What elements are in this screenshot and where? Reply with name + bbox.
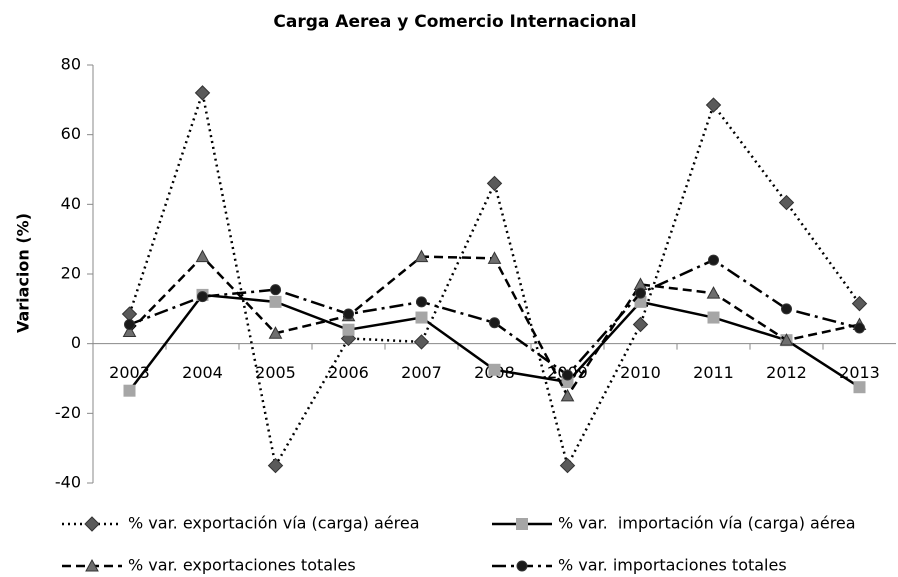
data-point	[486, 175, 503, 192]
chart-title: Carga Aerea y Comercio Internacional	[273, 12, 636, 32]
data-point	[705, 97, 722, 113]
legend-marker	[84, 516, 100, 532]
legend-marker	[516, 560, 528, 572]
data-point	[343, 308, 354, 320]
data-point	[197, 291, 208, 303]
y-tick-label: 80	[61, 55, 81, 74]
legend-label: % var. importaciones totales	[558, 556, 787, 575]
data-point	[851, 295, 868, 312]
data-point	[562, 369, 573, 381]
y-tick-label: -40	[55, 473, 81, 492]
y-tick-label: 60	[61, 124, 81, 143]
data-point	[854, 322, 865, 334]
data-point	[707, 311, 720, 324]
data-point	[415, 311, 428, 324]
data-point	[778, 194, 795, 211]
data-point	[853, 381, 866, 394]
y-tick-label: 40	[61, 194, 81, 213]
data-point	[122, 324, 137, 337]
data-point	[267, 457, 284, 474]
x-tick-label: 2007	[401, 363, 442, 382]
x-tick-label: 2005	[255, 363, 296, 382]
data-point	[706, 286, 721, 299]
x-tick-label: 2012	[766, 363, 807, 382]
legend-label: % var. importación vía (carga) aérea	[558, 514, 856, 533]
series-line	[128, 87, 861, 470]
data-point	[632, 316, 649, 333]
data-point	[489, 317, 500, 329]
data-point	[124, 319, 135, 331]
legend-marker	[516, 518, 528, 530]
data-point	[413, 334, 430, 350]
data-point	[268, 326, 283, 339]
data-point	[708, 254, 719, 266]
data-point	[488, 363, 501, 376]
x-tick-label: 2013	[839, 363, 880, 382]
data-point	[414, 249, 429, 263]
data-point	[195, 249, 210, 263]
x-tick-label: 2004	[182, 363, 223, 382]
y-tick-label: 20	[61, 264, 81, 283]
data-point	[270, 284, 281, 296]
legend-label: % var. exportación vía (carga) aérea	[128, 514, 420, 533]
x-tick-label: 2006	[328, 363, 369, 382]
legend-label: % var. exportaciones totales	[128, 556, 356, 575]
y-tick-label: 0	[71, 333, 81, 352]
data-point	[416, 296, 427, 308]
legend-marker	[85, 558, 99, 572]
data-point	[269, 295, 282, 308]
x-tick-label: 2011	[693, 363, 734, 382]
data-point	[194, 85, 211, 101]
data-point	[635, 287, 646, 299]
data-point	[560, 388, 575, 402]
data-point	[123, 384, 136, 397]
data-point	[634, 295, 647, 308]
data-point	[781, 303, 792, 315]
x-tick-label: 2010	[620, 363, 661, 382]
data-point	[779, 333, 794, 346]
data-point	[559, 457, 576, 474]
y-axis-label: Variacion (%)	[14, 213, 33, 333]
data-point	[487, 251, 502, 264]
data-point	[342, 323, 355, 336]
y-tick-label: -20	[55, 403, 81, 422]
